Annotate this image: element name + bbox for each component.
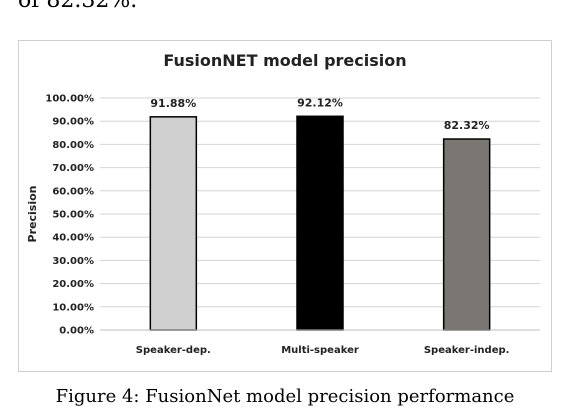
x-category-label: Speaker-indep. (424, 345, 510, 356)
y-tick-label: 60.00% (52, 186, 94, 197)
y-tick-label: 0.00% (59, 326, 94, 337)
bar-speaker-dep (149, 116, 198, 331)
data-label: 91.88% (150, 97, 196, 110)
chart-title: FusionNET model precision (163, 51, 406, 70)
y-tick-label: 50.00% (52, 210, 94, 221)
y-tick-label: 10.00% (52, 302, 94, 313)
y-axis-label: Precision (26, 186, 39, 243)
top-text-fragment: of 82.32%. (18, 0, 138, 13)
y-tick-label: 80.00% (52, 140, 94, 151)
y-tick-label: 100.00% (45, 94, 94, 105)
y-tick-label: 40.00% (52, 233, 94, 244)
data-label: 82.32% (444, 119, 490, 132)
x-category-label: Multi-speaker (281, 345, 359, 356)
bar-speaker-indep (442, 138, 491, 331)
bar-multi-speaker (296, 115, 344, 331)
y-tick-label: 90.00% (52, 117, 94, 128)
y-tick-label: 70.00% (52, 163, 94, 174)
x-category-label: Speaker-dep. (136, 345, 211, 356)
y-tick-label: 20.00% (52, 279, 94, 290)
figure-caption: Figure 4: FusionNet model precision perf… (55, 386, 515, 407)
y-tick-label: 30.00% (52, 256, 94, 267)
data-label: 92.12% (297, 96, 343, 109)
